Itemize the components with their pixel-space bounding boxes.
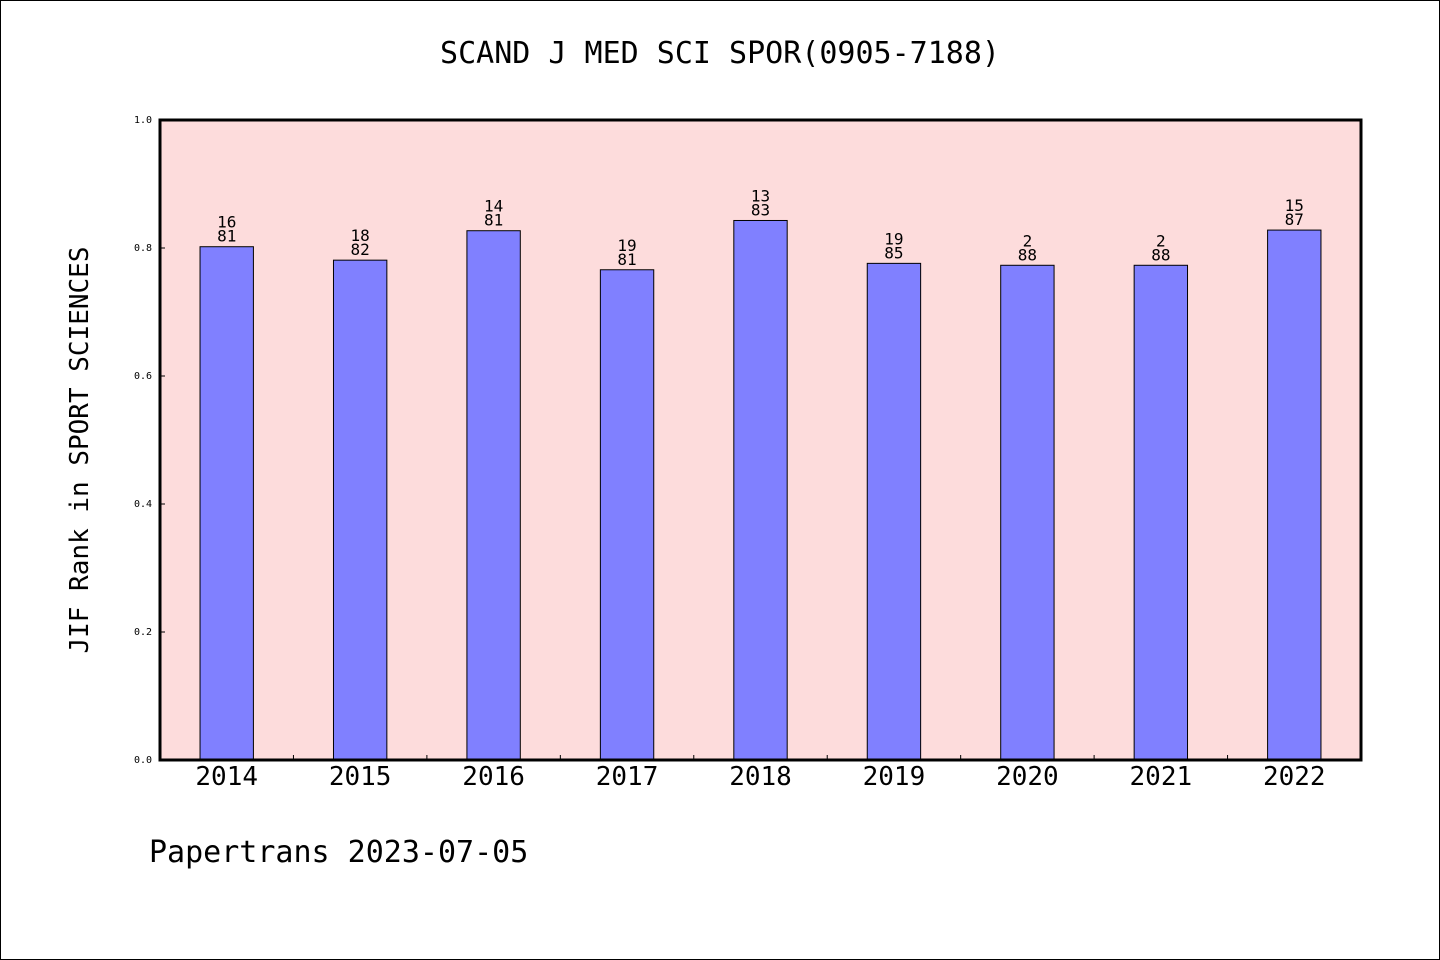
bar-2020 xyxy=(1000,264,1055,761)
bar-data-label: 19 xyxy=(617,236,636,255)
bar-data-label: 13 xyxy=(751,186,770,205)
y-tick-label: 0.6 xyxy=(134,371,152,382)
bar-2017 xyxy=(599,269,655,761)
bar-data-label: 82 xyxy=(351,240,370,259)
bar-data-label: 85 xyxy=(884,243,903,262)
bar-2014 xyxy=(199,246,254,761)
bar-2016 xyxy=(466,230,521,761)
y-tick-label: 0.4 xyxy=(134,499,152,510)
x-tick-label: 2019 xyxy=(863,762,926,792)
x-tick-label: 2021 xyxy=(1130,762,1193,792)
x-tick-label: 2016 xyxy=(462,762,525,792)
x-tick-label: 2014 xyxy=(195,762,258,792)
bar-data-label: 88 xyxy=(1018,245,1037,264)
y-tick-label: 0.0 xyxy=(134,755,152,766)
bar-data-label: 15 xyxy=(1285,196,1304,215)
chart-title: SCAND J MED SCI SPOR(0905-7188) xyxy=(440,36,1000,71)
y-tick-label: 0.2 xyxy=(134,627,152,638)
bar-data-label: 14 xyxy=(484,197,503,216)
bar-data-label: 18 xyxy=(351,226,370,245)
x-tick-label: 2015 xyxy=(329,762,392,792)
bar-data-label: 83 xyxy=(751,200,770,219)
bar-data-label: 16 xyxy=(217,213,236,232)
bar-data-label: 81 xyxy=(217,227,236,246)
bar-2018 xyxy=(733,219,788,761)
x-axis-ticks: 2014 2015 2016 2017 2018 2019 2020 2021 2022 xyxy=(195,755,1326,792)
bar-data-label: 2 xyxy=(1156,231,1166,250)
bar-data-label: 81 xyxy=(617,250,636,269)
y-tick-label: 0.8 xyxy=(134,243,152,254)
x-tick-label: 2018 xyxy=(729,762,792,792)
bar-data-label: 88 xyxy=(1151,245,1170,264)
plot-border xyxy=(158,118,1363,762)
bar-2015 xyxy=(332,259,388,761)
x-tick-label: 2022 xyxy=(1263,762,1326,792)
bar-2019 xyxy=(866,262,922,761)
bar-data-label: 19 xyxy=(884,229,903,248)
y-tick-label: 1.0 xyxy=(134,115,152,126)
bar-data-label: 81 xyxy=(484,211,503,230)
footer-text: Papertrans 2023-07-05 xyxy=(149,835,529,870)
bar-2021 xyxy=(1133,264,1189,761)
bar-data-label: 87 xyxy=(1285,210,1304,229)
bar-data-label: 2 xyxy=(1023,231,1033,250)
x-tick-label: 2017 xyxy=(596,762,659,792)
bar-2022 xyxy=(1267,229,1322,761)
bars-group xyxy=(199,219,1322,761)
x-tick-label: 2020 xyxy=(996,762,1059,792)
